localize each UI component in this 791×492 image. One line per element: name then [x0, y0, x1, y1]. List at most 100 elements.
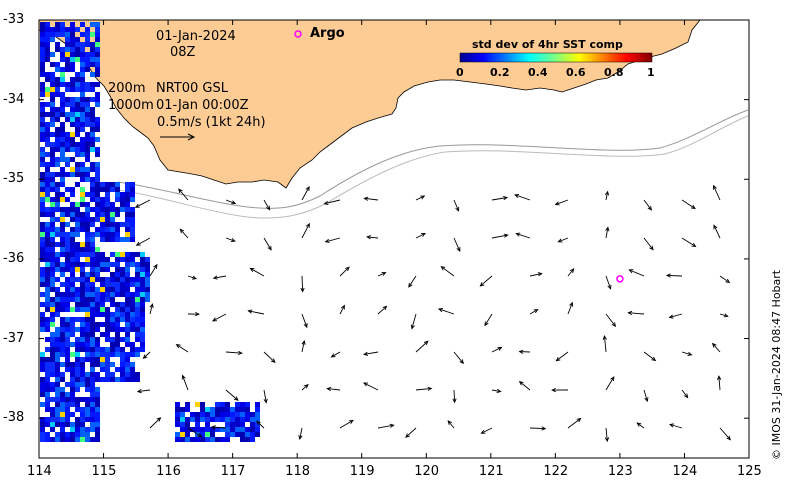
sst-pixel: [120, 272, 125, 277]
sst-pixel: [40, 272, 45, 277]
sst-pixel: [55, 27, 60, 32]
sst-pixel: [60, 337, 65, 342]
current-arrow: [178, 188, 189, 201]
sst-pixel: [65, 82, 70, 87]
sst-pixel: [75, 262, 80, 267]
sst-pixel: [70, 277, 75, 282]
sst-pixel: [70, 372, 75, 377]
sst-pixel: [60, 297, 65, 302]
sst-pixel: [90, 162, 95, 167]
sst-pixel: [135, 377, 140, 382]
sst-pixel: [140, 347, 145, 352]
y-tick-label: -36: [3, 250, 25, 266]
sst-pixel: [130, 232, 135, 237]
sst-pixel: [110, 282, 115, 287]
sst-pixel: [75, 427, 80, 432]
sst-pixel: [100, 222, 105, 227]
sst-pixel: [70, 367, 75, 372]
sst-pixel: [40, 237, 45, 242]
sst-pixel: [100, 287, 105, 292]
sst-pixel: [110, 182, 115, 187]
sst-pixel: [95, 82, 100, 87]
sst-pixel: [95, 347, 100, 352]
sst-pixel: [85, 57, 90, 62]
sst-pixel: [100, 297, 105, 302]
sst-pixel: [45, 47, 50, 52]
sst-pixel: [40, 267, 45, 272]
current-arrow: [605, 227, 609, 239]
sst-pixel: [65, 417, 70, 422]
sst-pixel: [125, 327, 130, 332]
sst-pixel: [55, 82, 60, 87]
sst-pixel: [45, 182, 50, 187]
sst-pixel: [75, 342, 80, 347]
current-arrow: [263, 199, 270, 210]
sst-pixel: [75, 132, 80, 137]
sst-pixel: [65, 157, 70, 162]
sst-pixel: [75, 302, 80, 307]
sst-pixel: [70, 117, 75, 122]
sst-pixel: [130, 257, 135, 262]
current-arrow-head: [557, 238, 563, 243]
current-arrow-head: [366, 235, 371, 240]
sst-pixel: [75, 402, 80, 407]
current-arrow: [225, 351, 242, 354]
sst-pixel: [55, 112, 60, 117]
sst-pixel: [125, 352, 130, 357]
sst-pixel: [45, 102, 50, 107]
current-arrow-head: [233, 396, 239, 401]
sst-pixel: [60, 387, 65, 392]
current-arrow-head: [480, 429, 486, 434]
sst-pixel: [210, 417, 215, 422]
sst-pixel: [200, 402, 205, 407]
sst-pixel: [95, 147, 100, 152]
sst-pixel: [115, 262, 120, 267]
sst-pixel: [60, 427, 65, 432]
sst-pixel: [95, 272, 100, 277]
sst-pixel: [90, 277, 95, 282]
sst-pixel: [80, 367, 85, 372]
sst-pixel: [45, 302, 50, 307]
sst-pixel: [65, 187, 70, 192]
sst-pixel: [120, 197, 125, 202]
sst-pixel: [75, 242, 80, 247]
sst-pixel: [110, 252, 115, 257]
sst-pixel: [185, 422, 190, 427]
sst-pixel: [70, 57, 75, 62]
sst-pixel: [55, 402, 60, 407]
current-arrow-head: [304, 383, 309, 389]
current-arrow-head: [230, 238, 236, 243]
sst-pixel: [75, 307, 80, 312]
sst-pixel: [110, 302, 115, 307]
sst-pixel: [95, 407, 100, 412]
sst-pixel: [70, 352, 75, 357]
sst-pixel: [90, 107, 95, 112]
current-arrow-head: [156, 417, 162, 422]
sst-pixel: [75, 182, 80, 187]
sst-pixel: [125, 227, 130, 232]
sst-pixel: [185, 417, 190, 422]
sst-pixel: [95, 232, 100, 237]
current-arrow-head: [725, 278, 731, 284]
sst-pixel: [50, 332, 55, 337]
sst-pixel: [110, 377, 115, 382]
sst-pixel: [60, 402, 65, 407]
sst-pixel: [120, 207, 125, 212]
sst-pixel: [40, 312, 45, 317]
sst-pixel: [55, 312, 60, 317]
sst-pixel: [40, 92, 45, 97]
current-arrow-head: [669, 423, 675, 428]
y-tick-label: -33: [3, 12, 25, 27]
current-arrow-head: [345, 266, 350, 272]
sst-pixel: [125, 357, 130, 362]
sst-pixel: [125, 287, 130, 292]
sst-pixel: [85, 317, 90, 322]
sst-pixel: [55, 332, 60, 337]
sst-pixel: [80, 102, 85, 107]
sst-pixel: [95, 262, 100, 267]
sst-pixel: [115, 367, 120, 372]
current-arrow-head: [211, 317, 217, 322]
x-tick-label: 120: [414, 464, 440, 479]
sst-pixel: [110, 227, 115, 232]
sst-pixel: [75, 112, 80, 117]
